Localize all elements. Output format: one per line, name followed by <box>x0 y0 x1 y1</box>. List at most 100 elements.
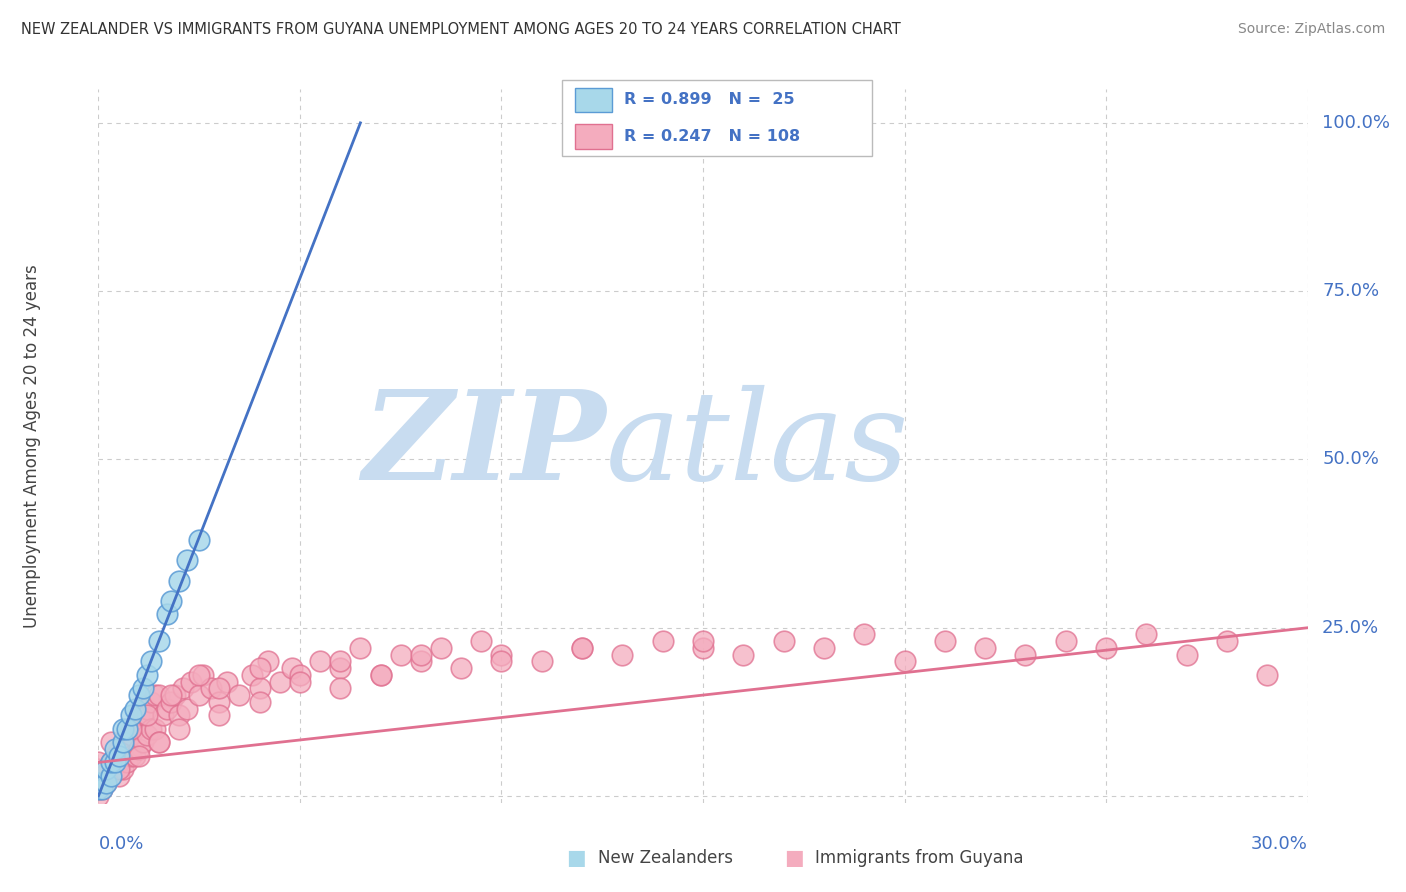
Point <box>103 756 125 770</box>
Point <box>470 634 492 648</box>
Text: Unemployment Among Ages 20 to 24 years: Unemployment Among Ages 20 to 24 years <box>22 264 41 628</box>
Point <box>249 695 271 709</box>
Bar <box>575 124 612 149</box>
Point <box>430 640 453 655</box>
Point <box>152 708 174 723</box>
Point <box>188 668 211 682</box>
Text: ■: ■ <box>785 848 804 868</box>
Point <box>143 688 166 702</box>
Text: ■: ■ <box>567 848 586 868</box>
Point <box>692 634 714 648</box>
Point <box>934 634 956 648</box>
Point <box>813 640 835 655</box>
Point <box>167 574 190 588</box>
Point <box>240 668 263 682</box>
Point <box>91 775 114 789</box>
Point <box>409 655 432 669</box>
Point <box>733 648 755 662</box>
Point <box>111 742 134 756</box>
Point <box>115 756 138 770</box>
Point <box>139 695 162 709</box>
Point <box>96 762 118 776</box>
Point <box>91 782 114 797</box>
Point <box>491 655 513 669</box>
Point <box>491 648 513 662</box>
Point <box>87 756 110 770</box>
Point <box>208 708 231 723</box>
Point <box>87 775 110 789</box>
Point <box>974 640 997 655</box>
Point <box>87 782 110 797</box>
Point <box>120 748 142 763</box>
Text: 0.0%: 0.0% <box>98 835 143 853</box>
Point <box>103 748 125 763</box>
Point <box>893 655 915 669</box>
FancyBboxPatch shape <box>562 80 872 156</box>
Point <box>450 661 472 675</box>
Point <box>1054 634 1077 648</box>
Point <box>180 674 202 689</box>
Point <box>148 735 170 749</box>
Point <box>120 708 142 723</box>
Point <box>103 762 125 776</box>
Point <box>128 688 150 702</box>
Point <box>135 668 157 682</box>
Point <box>143 722 166 736</box>
Point <box>103 742 125 756</box>
Point <box>176 553 198 567</box>
Point <box>160 594 183 608</box>
Point <box>115 735 138 749</box>
Point <box>1014 648 1036 662</box>
Point <box>349 640 371 655</box>
Text: ZIP: ZIP <box>363 385 606 507</box>
Point <box>172 681 194 696</box>
Point <box>139 722 162 736</box>
Point <box>128 748 150 763</box>
Point <box>370 668 392 682</box>
Point <box>111 762 134 776</box>
Point <box>228 688 250 702</box>
Point <box>208 681 231 696</box>
Point <box>87 775 110 789</box>
Point <box>692 640 714 655</box>
Point <box>281 661 304 675</box>
Point <box>156 701 179 715</box>
Point <box>269 674 291 689</box>
Point <box>115 722 138 736</box>
Text: 100.0%: 100.0% <box>1322 114 1391 132</box>
Point <box>160 695 183 709</box>
Point <box>329 661 352 675</box>
Point <box>200 681 222 696</box>
Point <box>107 769 129 783</box>
Point <box>107 742 129 756</box>
Point <box>96 775 118 789</box>
Text: 50.0%: 50.0% <box>1322 450 1379 468</box>
Point <box>329 681 352 696</box>
Point <box>288 674 311 689</box>
Text: NEW ZEALANDER VS IMMIGRANTS FROM GUYANA UNEMPLOYMENT AMONG AGES 20 TO 24 YEARS C: NEW ZEALANDER VS IMMIGRANTS FROM GUYANA … <box>21 22 901 37</box>
Point <box>208 695 231 709</box>
Point <box>91 769 114 783</box>
Text: R = 0.899   N =  25: R = 0.899 N = 25 <box>624 93 794 108</box>
Point <box>309 655 332 669</box>
Text: 25.0%: 25.0% <box>1322 619 1379 637</box>
Point <box>100 756 122 770</box>
Point <box>87 789 110 803</box>
Point <box>148 634 170 648</box>
Point <box>571 640 593 655</box>
Point <box>329 655 352 669</box>
Point <box>651 634 673 648</box>
Point <box>188 533 211 548</box>
Point <box>249 681 271 696</box>
Point <box>100 756 122 770</box>
Point <box>87 782 110 797</box>
Point <box>163 688 186 702</box>
Point <box>111 722 134 736</box>
Point <box>132 708 155 723</box>
Point <box>1256 668 1278 682</box>
Point <box>100 735 122 749</box>
Point <box>135 708 157 723</box>
Point <box>107 756 129 770</box>
Point <box>156 607 179 622</box>
Text: atlas: atlas <box>606 385 910 507</box>
